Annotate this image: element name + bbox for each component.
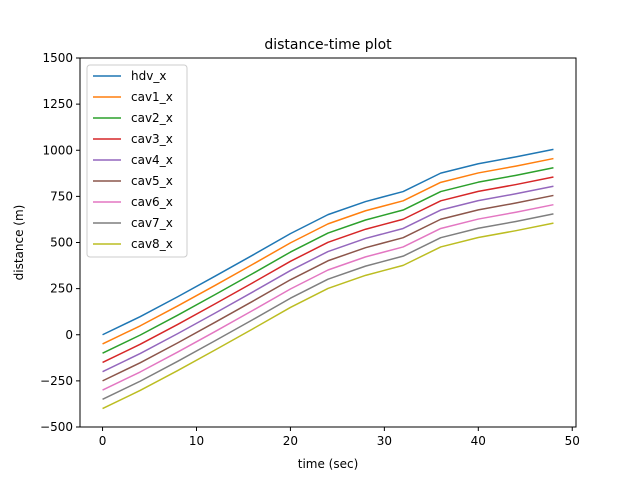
y-axis: −500 −250 0 250 500 750 1000 1250 1500 — [40, 51, 80, 434]
series-line-cav7_x — [102, 213, 554, 400]
legend-label: cav2_x — [131, 111, 173, 125]
chart-title: distance-time plot — [264, 37, 392, 53]
legend-label: cav8_x — [131, 237, 173, 251]
y-axis-label: distance (m) — [12, 205, 26, 281]
series-line-cav3_x — [102, 176, 554, 364]
x-axis: 0 10 20 30 40 50 — [99, 427, 580, 448]
series-line-cav6_x — [102, 203, 554, 391]
legend-label: cav5_x — [131, 174, 173, 188]
legend-item-cav3_x: cav3_x — [93, 132, 173, 146]
legend-item-cav7_x: cav7_x — [93, 216, 173, 230]
legend-item-cav5_x: cav5_x — [93, 174, 173, 188]
series-line-cav2_x — [102, 167, 554, 354]
x-tick-label: 40 — [471, 434, 486, 448]
y-tick-label: 750 — [50, 189, 73, 203]
legend-item-cav4_x: cav4_x — [93, 153, 173, 167]
y-tick-label: 0 — [65, 328, 73, 342]
x-tick-label: 0 — [99, 434, 107, 448]
x-tick-label: 20 — [283, 434, 298, 448]
legend-item-hdv_x: hdv_x — [93, 69, 166, 83]
y-tick-label: 1000 — [42, 143, 73, 157]
series-line-hdv_x — [102, 148, 554, 336]
plot-area — [102, 148, 554, 410]
legend-label: cav1_x — [131, 90, 173, 104]
y-tick-label: 1500 — [42, 51, 73, 65]
series-line-cav8_x — [102, 222, 554, 410]
legend-label: cav4_x — [131, 153, 173, 167]
y-tick-label: −500 — [40, 420, 73, 434]
x-axis-label: time (sec) — [298, 457, 359, 471]
series-line-cav1_x — [102, 157, 554, 345]
legend-box — [86, 64, 188, 258]
legend-label: cav7_x — [131, 216, 173, 230]
legend-item-cav8_x: cav8_x — [93, 237, 173, 251]
series-line-cav5_x — [102, 194, 554, 382]
y-tick-label: −250 — [40, 374, 73, 388]
y-tick-label: 250 — [50, 282, 73, 296]
legend-label: cav3_x — [131, 132, 173, 146]
y-tick-label: 500 — [50, 236, 73, 250]
legend-item-cav6_x: cav6_x — [93, 195, 173, 209]
series-line-cav4_x — [102, 185, 554, 373]
legend: hdv_x cav1_x cav2_x cav3_x cav4_x cav5_x cav6_… — [86, 64, 188, 258]
legend-item-cav1_x: cav1_x — [93, 90, 173, 104]
legend-item-cav2_x: cav2_x — [93, 111, 173, 125]
x-tick-label: 10 — [189, 434, 204, 448]
y-tick-label: 1250 — [42, 97, 73, 111]
legend-label: cav6_x — [131, 195, 173, 209]
x-tick-label: 50 — [565, 434, 580, 448]
x-tick-label: 30 — [377, 434, 392, 448]
legend-label: hdv_x — [131, 69, 166, 83]
